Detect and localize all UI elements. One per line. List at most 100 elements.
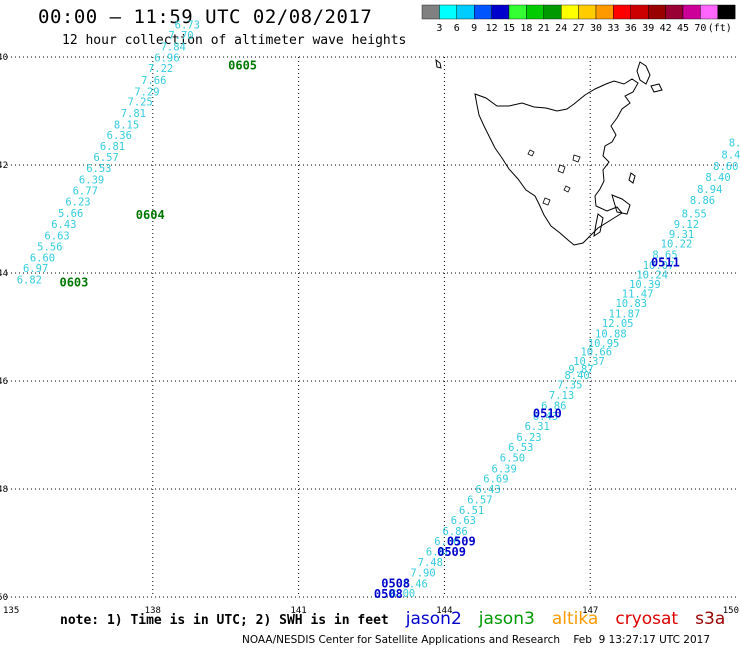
wave-height-value: 6.97: [23, 263, 48, 275]
lon-tick-label: 147: [582, 606, 598, 616]
wave-height-value: 10.39: [629, 279, 661, 291]
colorbar-tick-label: 36: [625, 23, 637, 34]
wave-height-value: 6.23: [516, 432, 541, 444]
wave-height-value: 6.57: [94, 152, 119, 164]
colorbar-tick-label: 3: [436, 23, 442, 34]
tasmania-coastline: [435, 58, 663, 246]
wave-height-value: 10.66: [580, 347, 612, 359]
pass-time-label: 0508: [381, 576, 410, 590]
wave-height-value: 7.66: [141, 75, 166, 87]
wave-height-value: 7.90: [410, 567, 435, 579]
colorbar-unit: (ft): [708, 23, 732, 34]
colorbar-tick-label: 45: [677, 23, 689, 34]
wave-height-value: 6.80: [434, 536, 459, 548]
wave-height-value: 6.73: [175, 19, 200, 31]
wave-height-value: 7.70: [168, 30, 193, 42]
wave-height-value: 6.77: [73, 186, 98, 198]
wave-height-value: 7.13: [549, 390, 574, 402]
wave-height-value: 12.05: [602, 318, 634, 330]
map-subtitle: 12 hour collection of altimeter wave hei…: [62, 33, 407, 48]
tasmania-island: [474, 78, 639, 246]
wave-height-value: 8.65: [652, 249, 677, 261]
colorbar-tick-label: 15: [503, 23, 515, 34]
colorbar-tick-label: 33: [607, 23, 619, 34]
colorbar-tick-label: 42: [660, 23, 672, 34]
wave-height-value: 6.50: [500, 452, 525, 464]
wave-height-value: 7.84: [161, 42, 186, 54]
legend-s3a: s3a: [695, 609, 726, 629]
lon-tick-label: 138: [145, 606, 161, 616]
colorbar-tick-label: 30: [590, 23, 602, 34]
legend-altika: altika: [551, 609, 599, 629]
wave-height-value: 6.43: [51, 219, 76, 231]
units-note: note: 1) Time is in UTC; 2) SWH is in fe…: [60, 613, 389, 628]
wave-height-value: 8.40: [721, 150, 740, 162]
colorbar: 3 6 9 12 15 18 21 24 27 30 33 36 39 42 45 70 (ft): [421, 4, 736, 34]
wave-height-value: 6.36: [107, 130, 132, 142]
wave-height-value: 8.86: [690, 195, 715, 207]
pass-time-label: 0511: [651, 256, 680, 270]
lon-tick-label: 150: [723, 606, 739, 616]
wave-height-value: 6.39: [79, 174, 104, 186]
wave-height-value: 6.39: [492, 463, 517, 475]
wave-height-value: 10.22: [661, 239, 693, 251]
wave-height-value: 10.07: [643, 260, 675, 272]
wave-height-value: 9.12: [674, 219, 699, 231]
wave-height-value: 11.87: [609, 308, 641, 320]
king-island: [435, 58, 442, 69]
wave-height-value: 8.36: [729, 138, 740, 150]
bruny-island: [593, 213, 604, 238]
wave-height-value: 11.47: [622, 288, 654, 300]
wave-height-value: 6.43: [533, 411, 558, 423]
altimeter-tracks: 6.826.976.605.566.636.435.666.236.776.39…: [17, 19, 740, 600]
lon-tick-label: 141: [290, 606, 306, 616]
wave-height-value: 8.00: [390, 588, 415, 600]
wave-height-value: 8.15: [114, 119, 139, 131]
wave-height-value: 6.23: [65, 197, 90, 209]
lon-tick-label: 144: [436, 606, 452, 616]
maria-island: [628, 172, 636, 184]
lon-tick-label: 135: [3, 606, 19, 616]
wave-height-value: 7.22: [148, 63, 173, 75]
wave-height-value: 6.43: [476, 484, 501, 496]
wave-height-value: 6.82: [17, 274, 42, 286]
wave-height-value: 8.55: [682, 208, 707, 220]
wave-height-value: 6.51: [459, 505, 484, 517]
wave-height-value: 6.63: [451, 515, 476, 527]
colorbar-tick-label: 9: [471, 23, 477, 34]
wave-height-value: 7.81: [121, 108, 146, 120]
colorbar-tick-label: 39: [642, 23, 654, 34]
legend-jason2: jason2: [405, 609, 462, 629]
pass-time-label: 0508: [374, 587, 403, 601]
wave-height-value: 6.60: [30, 253, 55, 265]
wave-height-value: 6.63: [44, 231, 69, 243]
flinders-island: [636, 61, 651, 85]
wave-height-value: 5.56: [37, 241, 62, 253]
cape-barren-island: [650, 83, 663, 93]
colorbar-tick-label: 12: [486, 23, 498, 34]
wave-height-value: 6.57: [467, 495, 492, 507]
wave-height-value: 6.69: [483, 474, 508, 486]
colorbar-swatch: [717, 4, 736, 20]
lakes: [527, 149, 581, 206]
wave-height-value: 6.31: [525, 421, 550, 433]
wave-height-value: 6.53: [508, 442, 533, 454]
colorbar-tick-label: 24: [555, 23, 567, 34]
lat-tick-label: -40: [0, 53, 8, 63]
legend-cryosat: cryosat: [615, 609, 679, 629]
wave-height-value: 10.24: [636, 269, 668, 281]
wave-height-value: 9.87: [568, 364, 593, 376]
wave-height-value: 7.35: [557, 380, 582, 392]
colorbar-tick-label: 21: [538, 23, 550, 34]
wave-height-value: 8.60: [713, 161, 738, 173]
wave-height-value: 7.29: [134, 86, 159, 98]
wave-height-value: 10.88: [595, 328, 627, 340]
wave-height-value: 5.66: [58, 208, 83, 220]
wave-height-value: 6.96: [154, 52, 179, 64]
map-grid: [7, 56, 736, 598]
axis-labels: 135 138 141 144 147 150 -40 -42 -44 -46 -48 -50: [0, 53, 739, 616]
pass-time-label: 0603: [59, 276, 88, 290]
lat-tick-label: -44: [0, 269, 8, 279]
colorbar-tick-label: 6: [454, 23, 460, 34]
lat-tick-label: -50: [0, 593, 8, 603]
